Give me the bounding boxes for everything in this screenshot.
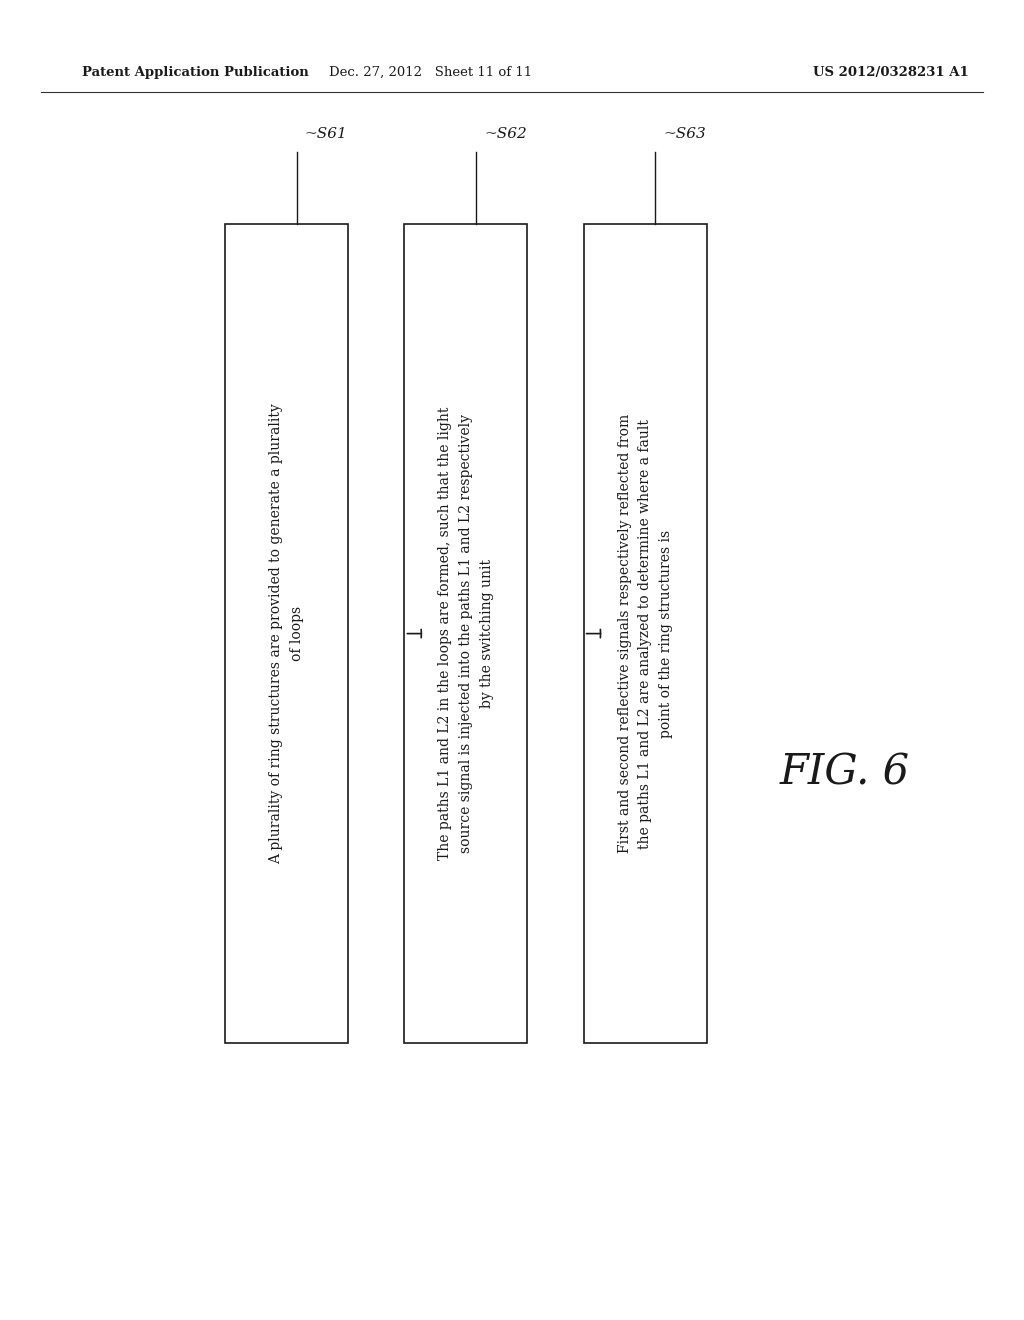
Text: ~S61: ~S61 <box>305 127 347 141</box>
Text: ~S62: ~S62 <box>484 127 526 141</box>
Text: Patent Application Publication: Patent Application Publication <box>82 66 308 79</box>
Text: ~S63: ~S63 <box>664 127 706 141</box>
Text: Dec. 27, 2012   Sheet 11 of 11: Dec. 27, 2012 Sheet 11 of 11 <box>329 66 531 79</box>
Text: A plurality of ring structures are provided to generate a plurality
of loops: A plurality of ring structures are provi… <box>269 403 304 865</box>
Text: The paths L1 and L2 in the loops are formed, such that the light
source signal i: The paths L1 and L2 in the loops are for… <box>438 407 494 861</box>
Text: US 2012/0328231 A1: US 2012/0328231 A1 <box>813 66 969 79</box>
Text: First and second reflective signals respectively reflected from
the paths L1 and: First and second reflective signals resp… <box>617 414 673 853</box>
Bar <box>404 224 527 1043</box>
Bar <box>584 224 707 1043</box>
Text: FIG. 6: FIG. 6 <box>779 751 910 793</box>
Bar <box>225 224 348 1043</box>
